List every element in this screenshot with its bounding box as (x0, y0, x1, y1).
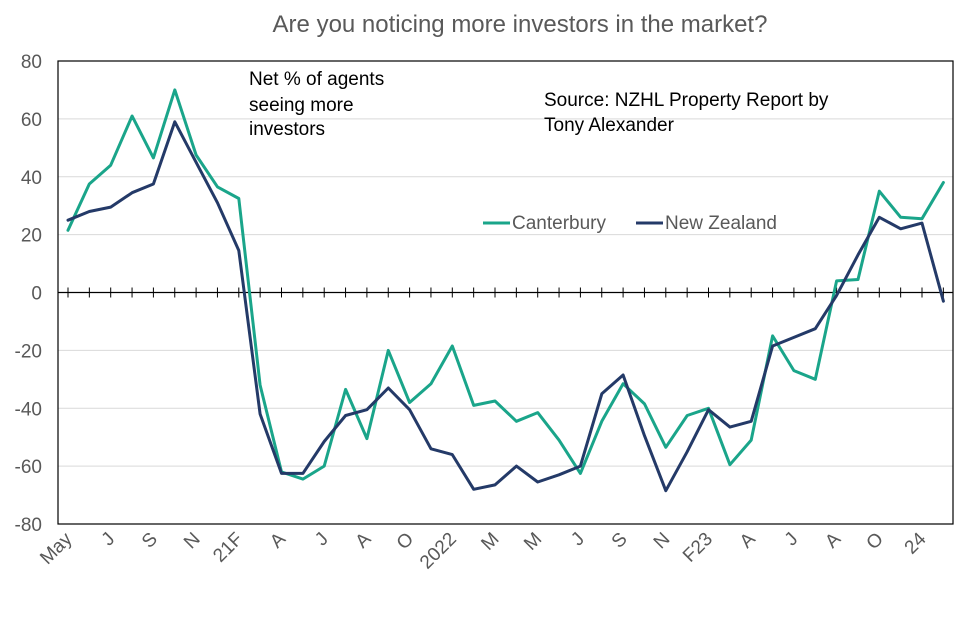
x-tick-label: J (567, 529, 589, 551)
x-tick-label: N (650, 529, 675, 554)
legend: Canterbury New Zealand (483, 213, 777, 234)
x-tick-label: 21F (209, 529, 247, 567)
chart-title: Are you noticing more investors in the m… (273, 11, 768, 38)
x-tick-label: 2022 (416, 529, 461, 574)
legend-label-new-zealand: New Zealand (665, 213, 777, 234)
x-tick-label: F23 (679, 529, 717, 567)
x-tick-label: J (781, 529, 803, 551)
annotation-line-2: seeing more (249, 95, 354, 116)
x-tick-label: M (520, 529, 546, 555)
x-tick-label: N (180, 529, 205, 554)
x-tick-label: A (352, 528, 376, 552)
annotation-line-3: investors (249, 119, 325, 140)
series-line-canterbury (66, 88, 945, 481)
y-tick-label: -80 (15, 515, 42, 536)
y-tick-label: -40 (15, 399, 42, 420)
x-tick-label: O (393, 529, 418, 554)
y-tick-label: 20 (21, 226, 42, 247)
x-tick-label: A (266, 528, 290, 552)
x-axis (58, 287, 953, 298)
x-tick-label: O (863, 529, 888, 554)
x-tick-label: M (477, 529, 503, 555)
source-line-1: Source: NZHL Property Report by (544, 90, 829, 111)
annotation-line-1: Net % of agents (249, 69, 384, 90)
x-tick-label: May (36, 528, 77, 569)
series-lines (66, 88, 945, 493)
y-tick-label: 80 (21, 52, 42, 73)
x-tick-label: S (608, 529, 632, 553)
y-tick-label: -60 (15, 457, 42, 478)
y-tick-label: 60 (21, 110, 42, 131)
y-tick-label: -20 (15, 341, 42, 362)
x-tick-label: A (821, 528, 845, 552)
y-axis-tick-labels: 80 60 40 20 0 -20 -40 -60 -80 (15, 52, 42, 536)
y-tick-label: 0 (31, 284, 42, 305)
x-tick-label: S (138, 529, 162, 553)
x-tick-label: J (98, 529, 120, 551)
x-tick-label: 24 (901, 528, 931, 558)
source-line-2: Tony Alexander (544, 115, 675, 136)
x-tick-label: J (311, 529, 333, 551)
y-tick-label: 40 (21, 168, 42, 189)
x-tick-label: A (736, 528, 760, 552)
series-line-new-zealand (66, 120, 945, 493)
legend-label-canterbury: Canterbury (512, 213, 606, 234)
